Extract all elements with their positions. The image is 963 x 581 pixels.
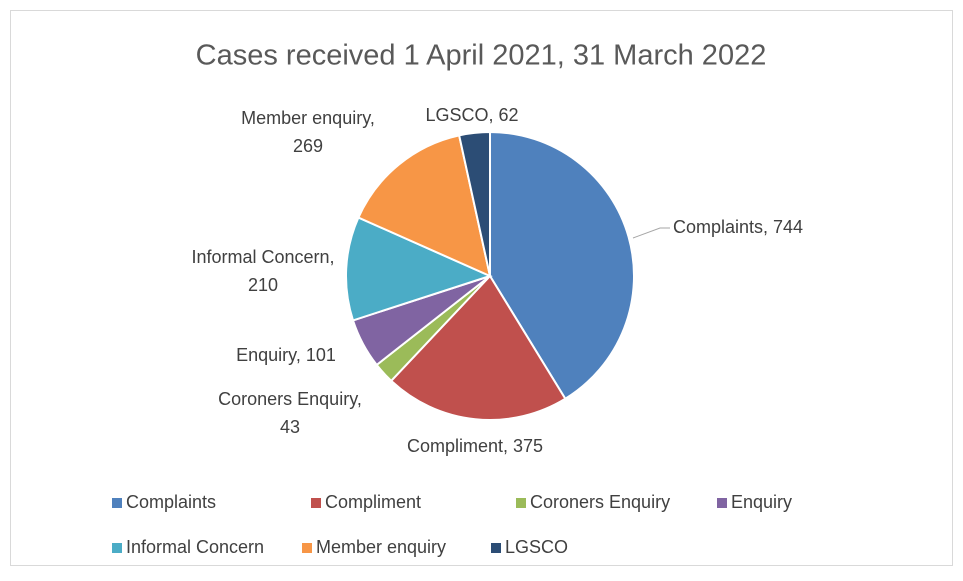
pie-slice [489,130,635,401]
legend-label: Complaints [126,492,216,512]
legend-label: Coroners Enquiry [530,492,670,512]
legend-swatch [491,543,501,553]
data-label: Member enquiry, [241,108,375,128]
pie-slice [357,134,492,278]
data-label: 43 [280,417,300,437]
legend-label: Member enquiry [316,537,446,557]
pie-slice [345,216,493,322]
data-label: Coroners Enquiry, [218,389,362,409]
legend-label: LGSCO [505,537,568,557]
legend-label: Compliment [325,492,421,512]
legend-swatch [516,498,526,508]
data-label: 269 [293,136,323,156]
legend-label: Enquiry [731,492,792,512]
legend-label: Informal Concern [126,537,264,557]
legend-swatch [112,498,122,508]
data-label: Enquiry, 101 [236,345,336,365]
data-label: Complaints, 744 [673,217,803,237]
leader-line [632,227,670,239]
data-label: Informal Concern, [191,247,334,267]
pie-slice [457,130,491,277]
chart-title: Cases received 1 April 2021, 31 March 20… [196,40,767,72]
pie-slice [389,274,567,421]
legend-swatch [112,543,122,553]
legend-swatch [302,543,312,553]
data-label: 210 [248,275,278,295]
data-label: Compliment, 375 [407,436,543,456]
data-label: LGSCO, 62 [425,105,518,125]
legend-swatch [717,498,727,508]
legend-swatch [311,498,321,508]
